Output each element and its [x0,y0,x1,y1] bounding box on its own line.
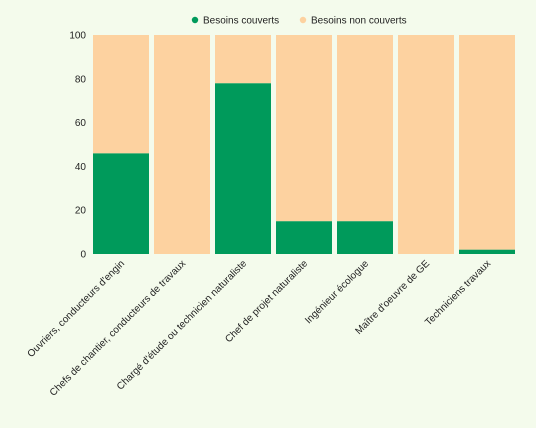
bar-segment-covered [215,83,271,255]
y-tick-label: 60 [75,118,87,129]
x-category-label: Ouvriers, conducteurs d'engin [26,258,128,360]
x-category-label: Techniciens travaux [423,258,493,328]
legend-swatch [299,16,307,24]
y-tick-label: 80 [75,74,87,85]
bar-segment-uncovered [276,35,332,222]
bar-segment-covered [459,249,515,254]
y-tick-label: 0 [80,250,86,261]
legend-label: Besoins couverts [203,16,279,27]
bar-segment-uncovered [398,35,454,254]
bar-segment-uncovered [459,35,515,250]
bar-segment-uncovered [337,35,393,222]
y-tick-label: 100 [69,31,86,42]
bar-segment-covered [276,221,332,254]
bar-segment-covered [337,221,393,254]
x-category-label: Ingénieur écologue [303,258,371,326]
bar-segment-uncovered [215,35,271,84]
bars [93,35,515,255]
x-category-label: Chargé d'étude ou technicien naturaliste [115,258,249,392]
bar-segment-uncovered [93,35,149,154]
y-tick-label: 40 [75,162,87,173]
bar-segment-covered [93,153,149,254]
y-tick-label: 20 [75,206,87,217]
legend: Besoins couverts Besoins non couverts [191,16,407,27]
x-category-label: Chefs de chantier, conducteurs de travau… [48,258,188,398]
legend-label: Besoins non couverts [311,16,407,27]
y-axis: 0 20 40 60 80 100 [69,31,86,261]
legend-swatch [191,16,199,24]
bar-segment-uncovered [154,35,210,254]
